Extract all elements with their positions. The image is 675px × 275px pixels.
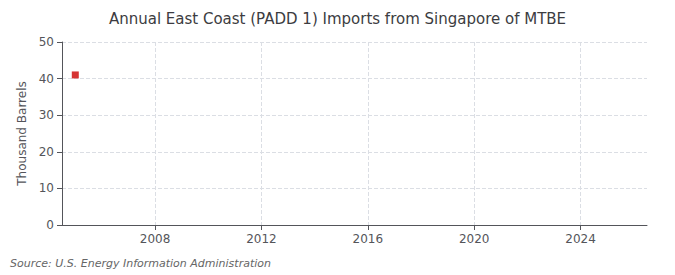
svg-text:2020: 2020 xyxy=(459,232,490,246)
svg-text:2008: 2008 xyxy=(140,232,171,246)
svg-text:30: 30 xyxy=(39,108,54,122)
svg-text:10: 10 xyxy=(39,181,54,195)
svg-text:50: 50 xyxy=(39,35,54,49)
svg-text:Source: U.S. Energy Informatio: Source: U.S. Energy Information Administ… xyxy=(10,257,271,270)
svg-text:2024: 2024 xyxy=(565,232,596,246)
svg-text:2012: 2012 xyxy=(246,232,277,246)
svg-text:Thousand Barrels: Thousand Barrels xyxy=(15,81,29,186)
svg-text:20: 20 xyxy=(39,145,54,159)
svg-text:2016: 2016 xyxy=(353,232,384,246)
svg-text:40: 40 xyxy=(39,72,54,86)
svg-text:0: 0 xyxy=(46,218,54,232)
svg-text:Annual East Coast (PADD 1) Imp: Annual East Coast (PADD 1) Imports from … xyxy=(109,10,566,28)
